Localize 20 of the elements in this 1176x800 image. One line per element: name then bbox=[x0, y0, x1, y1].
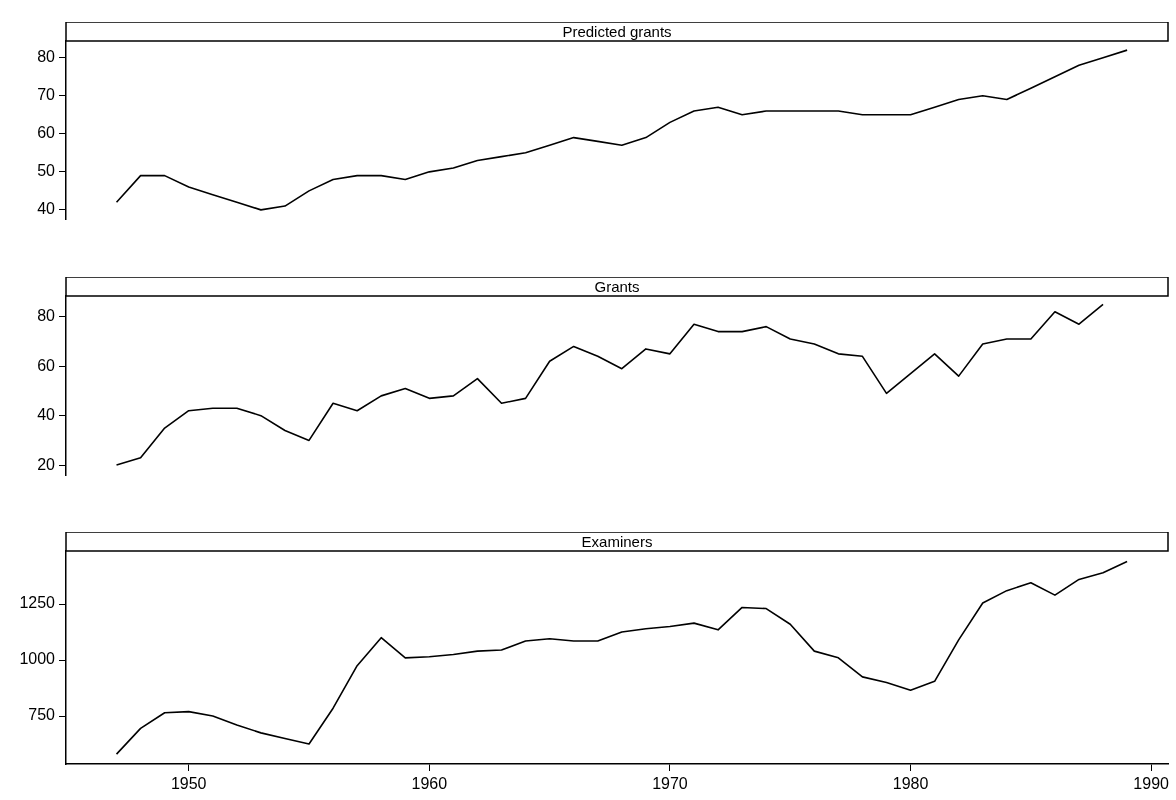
y-tick-label: 1000 bbox=[19, 650, 56, 668]
chart-title: Predicted grants bbox=[562, 22, 672, 40]
y-tick-label: 750 bbox=[28, 706, 56, 724]
x-tick-label: 1990 bbox=[1133, 775, 1170, 793]
y-tick-label: 60 bbox=[37, 124, 56, 142]
y-tick-label: 60 bbox=[37, 356, 56, 374]
x-tick-label: 1980 bbox=[892, 775, 929, 793]
x-tick-label: 1950 bbox=[170, 775, 207, 793]
x-tick-label: 1960 bbox=[411, 775, 448, 793]
y-tick-label: 20 bbox=[37, 455, 56, 473]
y-tick-label: 80 bbox=[37, 48, 56, 66]
chart-title: Grants bbox=[594, 277, 640, 295]
x-tick-label: 1970 bbox=[652, 775, 688, 793]
y-tick-label: 80 bbox=[37, 307, 56, 325]
y-tick-label: 70 bbox=[37, 86, 56, 104]
y-tick-label: 1250 bbox=[19, 594, 56, 612]
y-tick-label: 50 bbox=[37, 162, 56, 180]
chart-title: Examiners bbox=[581, 532, 653, 550]
y-tick-label: 40 bbox=[37, 200, 56, 218]
y-tick-label: 40 bbox=[37, 406, 56, 424]
